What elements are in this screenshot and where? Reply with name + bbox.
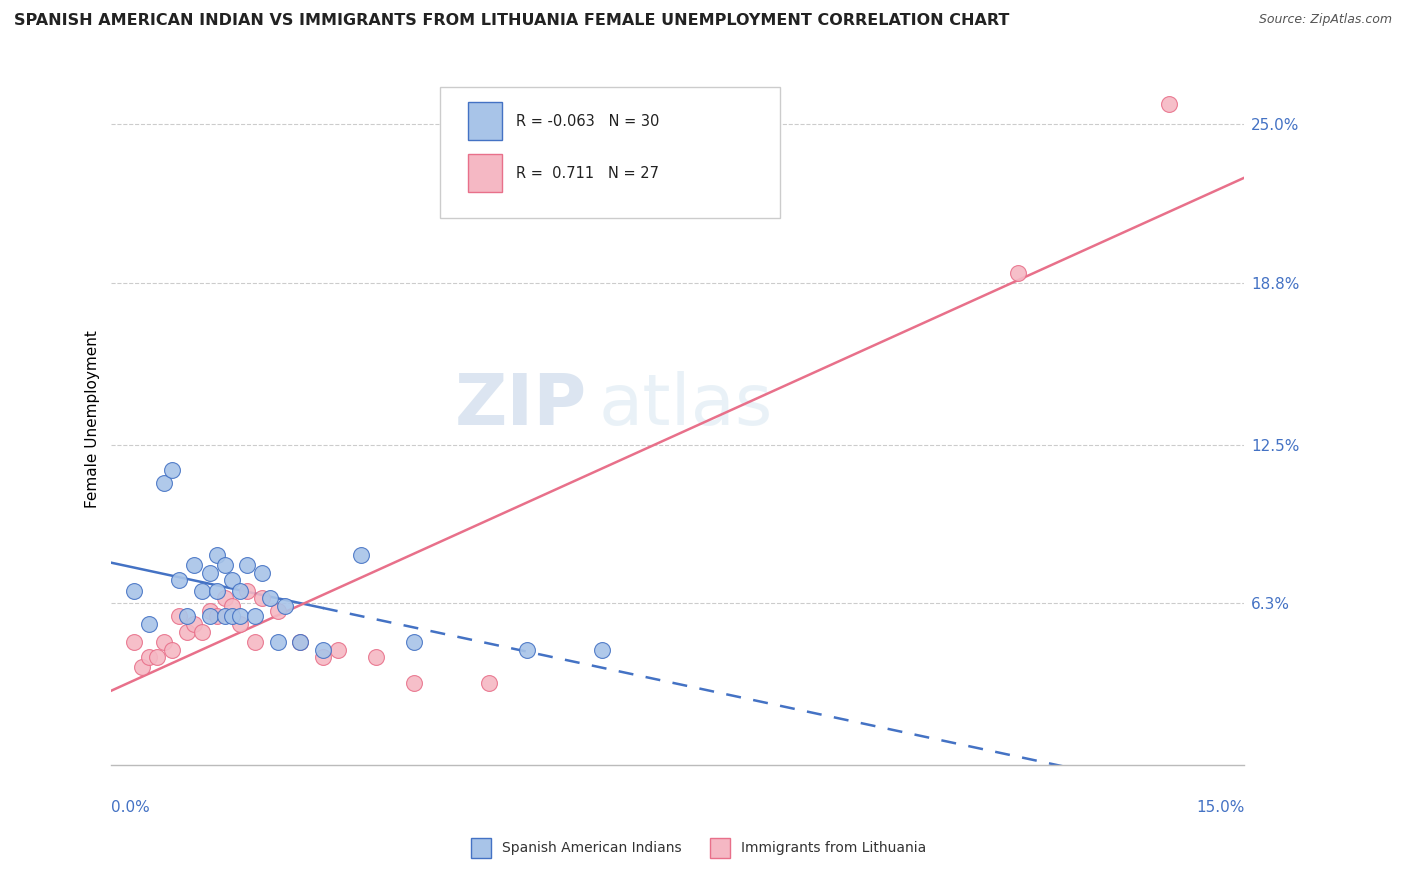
Point [290, 635, 312, 649]
Text: Immigrants from Lithuania: Immigrants from Lithuania [741, 841, 927, 855]
Point [138, 650, 160, 665]
Y-axis label: Female Unemployment: Female Unemployment [86, 330, 100, 508]
Point [252, 566, 274, 580]
Point [221, 574, 243, 588]
Text: 0.0%: 0.0% [111, 799, 150, 814]
Point [169, 574, 191, 588]
Point [516, 642, 538, 657]
Point [266, 604, 288, 618]
Point [176, 624, 198, 639]
Point [478, 676, 501, 690]
Point [229, 583, 252, 598]
Point [312, 650, 335, 665]
Point [153, 635, 176, 649]
Text: R = -0.063   N = 30: R = -0.063 N = 30 [516, 114, 659, 129]
Point [402, 676, 425, 690]
Point [221, 599, 243, 613]
Point [236, 583, 259, 598]
Point [153, 475, 176, 490]
Text: Source: ZipAtlas.com: Source: ZipAtlas.com [1258, 13, 1392, 27]
Point [229, 609, 252, 624]
Point [145, 650, 167, 665]
Text: SPANISH AMERICAN INDIAN VS IMMIGRANTS FROM LITHUANIA FEMALE UNEMPLOYMENT CORRELA: SPANISH AMERICAN INDIAN VS IMMIGRANTS FR… [14, 13, 1010, 29]
Point [183, 616, 205, 631]
Point [326, 642, 349, 657]
Point [252, 591, 274, 606]
Point [290, 635, 312, 649]
Point [183, 558, 205, 572]
Point [160, 642, 183, 657]
Point [198, 566, 221, 580]
Point [1157, 96, 1180, 111]
Point [229, 616, 252, 631]
Point [364, 650, 387, 665]
Point [312, 642, 335, 657]
Point [131, 660, 153, 674]
Point [214, 591, 236, 606]
Point [122, 635, 145, 649]
Point [169, 609, 191, 624]
Text: ZIP: ZIP [456, 370, 588, 440]
Point [205, 583, 228, 598]
Point [243, 635, 266, 649]
Point [402, 635, 425, 649]
Text: Spanish American Indians: Spanish American Indians [502, 841, 682, 855]
Point [205, 609, 228, 624]
Point [221, 609, 243, 624]
Point [591, 642, 613, 657]
Point [160, 463, 183, 477]
Point [1007, 266, 1029, 280]
Point [198, 609, 221, 624]
Point [266, 635, 288, 649]
Point [138, 616, 160, 631]
Point [214, 609, 236, 624]
Text: 15.0%: 15.0% [1197, 799, 1244, 814]
Point [191, 624, 214, 639]
Point [274, 599, 297, 613]
Point [214, 558, 236, 572]
Point [205, 548, 228, 562]
Point [176, 609, 198, 624]
Point [350, 548, 373, 562]
Point [122, 583, 145, 598]
Point [259, 591, 281, 606]
Text: atlas: atlas [599, 370, 773, 440]
FancyBboxPatch shape [468, 103, 502, 140]
FancyBboxPatch shape [468, 154, 502, 193]
FancyBboxPatch shape [440, 87, 780, 219]
Point [198, 604, 221, 618]
Point [243, 609, 266, 624]
Point [236, 558, 259, 572]
Text: R =  0.711   N = 27: R = 0.711 N = 27 [516, 166, 659, 181]
Point [191, 583, 214, 598]
